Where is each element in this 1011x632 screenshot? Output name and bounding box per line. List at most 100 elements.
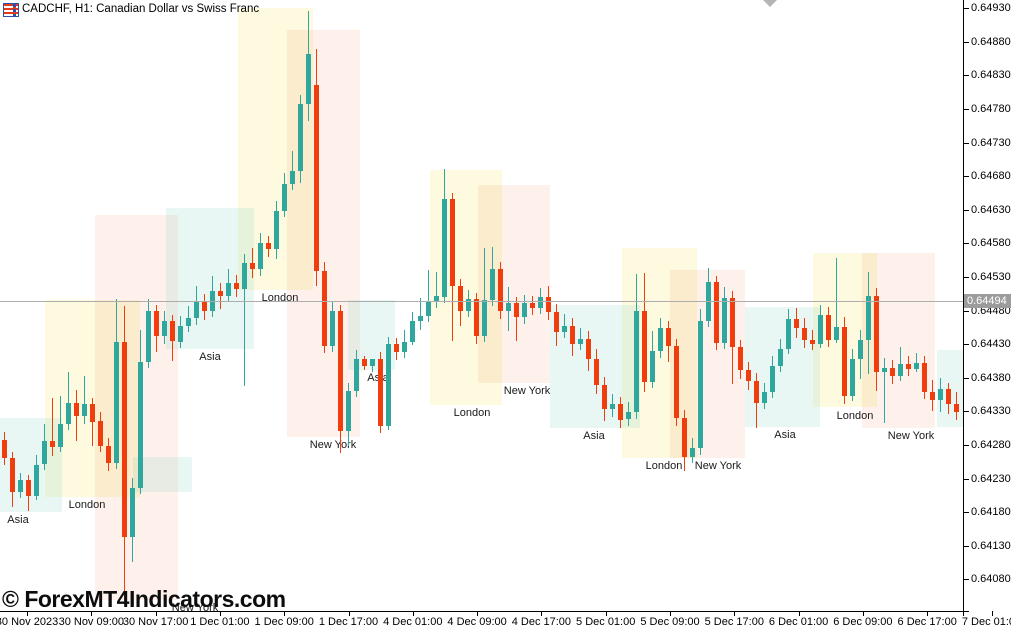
candle	[146, 311, 151, 363]
price-tick	[963, 445, 969, 446]
candle	[322, 270, 327, 347]
chart-title: CADCHF, H1: Canadian Dollar vs Swiss Fra…	[22, 3, 260, 15]
session-box-newyork	[95, 215, 178, 600]
candle	[618, 404, 623, 420]
candle	[66, 403, 71, 425]
session-label-london: London	[453, 407, 491, 419]
price-tick-label: 0.64330	[971, 405, 1011, 418]
candle	[874, 296, 879, 373]
session-box-newyork	[287, 30, 360, 437]
session-label-newyork: New York	[503, 385, 551, 397]
candle-wick	[580, 328, 581, 351]
time-tick	[219, 611, 221, 616]
candle	[642, 311, 647, 383]
candle-wick	[428, 270, 429, 322]
candle	[610, 404, 615, 410]
candle	[426, 301, 431, 316]
price-tick	[963, 579, 969, 581]
price-tick	[963, 108, 969, 110]
session-label-asia: Asia	[7, 514, 29, 526]
candle	[482, 299, 487, 337]
candle	[242, 262, 247, 289]
candle	[834, 327, 839, 341]
time-tick	[670, 611, 671, 616]
price-tick	[963, 344, 969, 346]
candle	[34, 464, 39, 497]
candle	[554, 311, 559, 333]
candle-wick	[564, 313, 565, 339]
session-label-london: London	[645, 460, 683, 472]
candle	[914, 363, 919, 369]
time-tick-label: 6 Dec 17:00	[897, 616, 957, 628]
time-tick	[798, 611, 800, 616]
candle	[370, 358, 375, 367]
candle	[674, 346, 679, 419]
candle	[274, 211, 279, 250]
price-tick-label: 0.64630	[971, 203, 1011, 216]
candle	[186, 317, 191, 326]
candle	[234, 283, 239, 289]
candle	[122, 341, 127, 538]
price-tick-label: 0.64230	[971, 472, 1011, 485]
candle	[314, 85, 319, 271]
candle	[498, 268, 503, 312]
price-tick-label: 0.64430	[971, 338, 1011, 351]
time-tick	[412, 611, 414, 616]
candle	[458, 286, 463, 312]
time-axis-line	[0, 611, 969, 612]
candle	[714, 282, 719, 344]
candle	[682, 418, 687, 458]
candle	[690, 448, 695, 457]
candle	[290, 171, 295, 185]
candle-wick	[52, 397, 53, 457]
candle	[114, 341, 119, 464]
candle	[634, 311, 639, 412]
candle	[90, 404, 95, 422]
time-tick-label: 6 Dec 01:00	[768, 616, 829, 628]
session-label-newyork: New York	[887, 430, 935, 442]
time-tick-label: 30 Nov 17:00	[122, 616, 189, 628]
price-tick	[963, 243, 969, 245]
candle	[530, 303, 535, 308]
chart-shift-marker[interactable]	[763, 0, 777, 7]
price-tick	[963, 411, 969, 413]
candle	[298, 104, 303, 172]
time-tick	[27, 611, 28, 616]
candle	[178, 326, 183, 342]
time-tick	[862, 611, 864, 616]
candle	[818, 315, 823, 345]
candle-wick	[292, 151, 293, 191]
session-label-london: London	[68, 499, 106, 511]
price-tick	[963, 276, 969, 278]
candle	[2, 440, 7, 459]
candle	[754, 381, 759, 404]
candle	[434, 296, 439, 302]
candle	[42, 440, 47, 465]
session-label-london: London	[261, 292, 299, 304]
candle	[794, 319, 799, 328]
candle	[250, 262, 255, 269]
candle	[810, 340, 815, 345]
session-box-newyork	[478, 185, 550, 383]
price-tick	[963, 41, 969, 43]
candle	[698, 321, 703, 449]
candle	[826, 315, 831, 341]
candle	[474, 299, 479, 337]
time-tick-label: 30 Nov 09:00	[58, 616, 125, 628]
candle-wick	[516, 297, 517, 342]
candle	[858, 340, 863, 359]
candle	[218, 291, 223, 297]
price-tick	[963, 176, 969, 178]
time-tick-label: 4 Dec 17:00	[511, 616, 572, 628]
current-price-line	[0, 301, 963, 303]
candle	[418, 315, 423, 322]
candle	[410, 321, 415, 343]
price-tick	[963, 75, 969, 77]
candle	[866, 296, 871, 341]
price-tick-label: 0.64830	[971, 69, 1011, 82]
candle	[82, 404, 87, 417]
candle	[154, 311, 159, 337]
session-box-newyork	[862, 253, 935, 428]
candle-wick	[68, 372, 69, 431]
price-tick-label: 0.64080	[971, 573, 1011, 586]
